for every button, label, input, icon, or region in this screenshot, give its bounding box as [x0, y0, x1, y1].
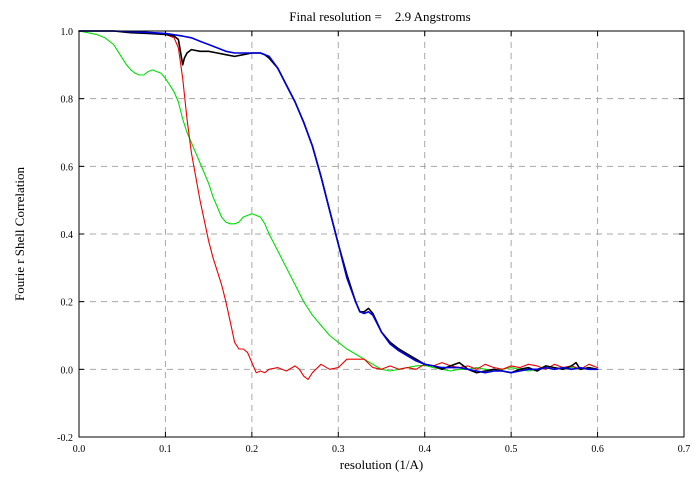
- x-tick-label: 0.1: [159, 444, 172, 455]
- x-axis-title: resolution (1/A): [340, 457, 423, 472]
- chart-title: Final resolution = 2.9 Angstroms: [289, 9, 470, 24]
- ticks: 0.0 0.1 0.2 0.3 0.4 0.5 0.6 0.7-0.20.00.20.40.6…: [57, 27, 690, 455]
- x-tick-label: 0.5: [505, 444, 518, 455]
- x-tick-label: 0.3: [332, 444, 345, 455]
- series-line-4: [78, 30, 599, 374]
- y-axis-title: Fourie r Shell Correlation: [12, 167, 27, 301]
- x-tick-label: 0.4: [418, 444, 431, 455]
- y-tick-label: 0.8: [61, 95, 74, 106]
- x-tick-label: 0.0: [73, 444, 86, 455]
- series-line-1: [78, 30, 599, 372]
- grid: [79, 31, 684, 437]
- series-line-2: [78, 30, 599, 381]
- x-tick-label: 0.6: [591, 444, 604, 455]
- y-tick-label: 0.0: [61, 365, 74, 376]
- y-tick-label: 1.0: [61, 27, 74, 38]
- y-tick-label: 0.4: [61, 230, 74, 241]
- y-tick-label: 0.6: [61, 162, 74, 173]
- y-tick-label: -0.2: [57, 433, 73, 444]
- series-layer: [78, 30, 599, 381]
- y-tick-label: 0.2: [61, 298, 74, 309]
- x-tick-label: 0.2: [246, 444, 259, 455]
- x-tick-label: 0.7: [678, 444, 691, 455]
